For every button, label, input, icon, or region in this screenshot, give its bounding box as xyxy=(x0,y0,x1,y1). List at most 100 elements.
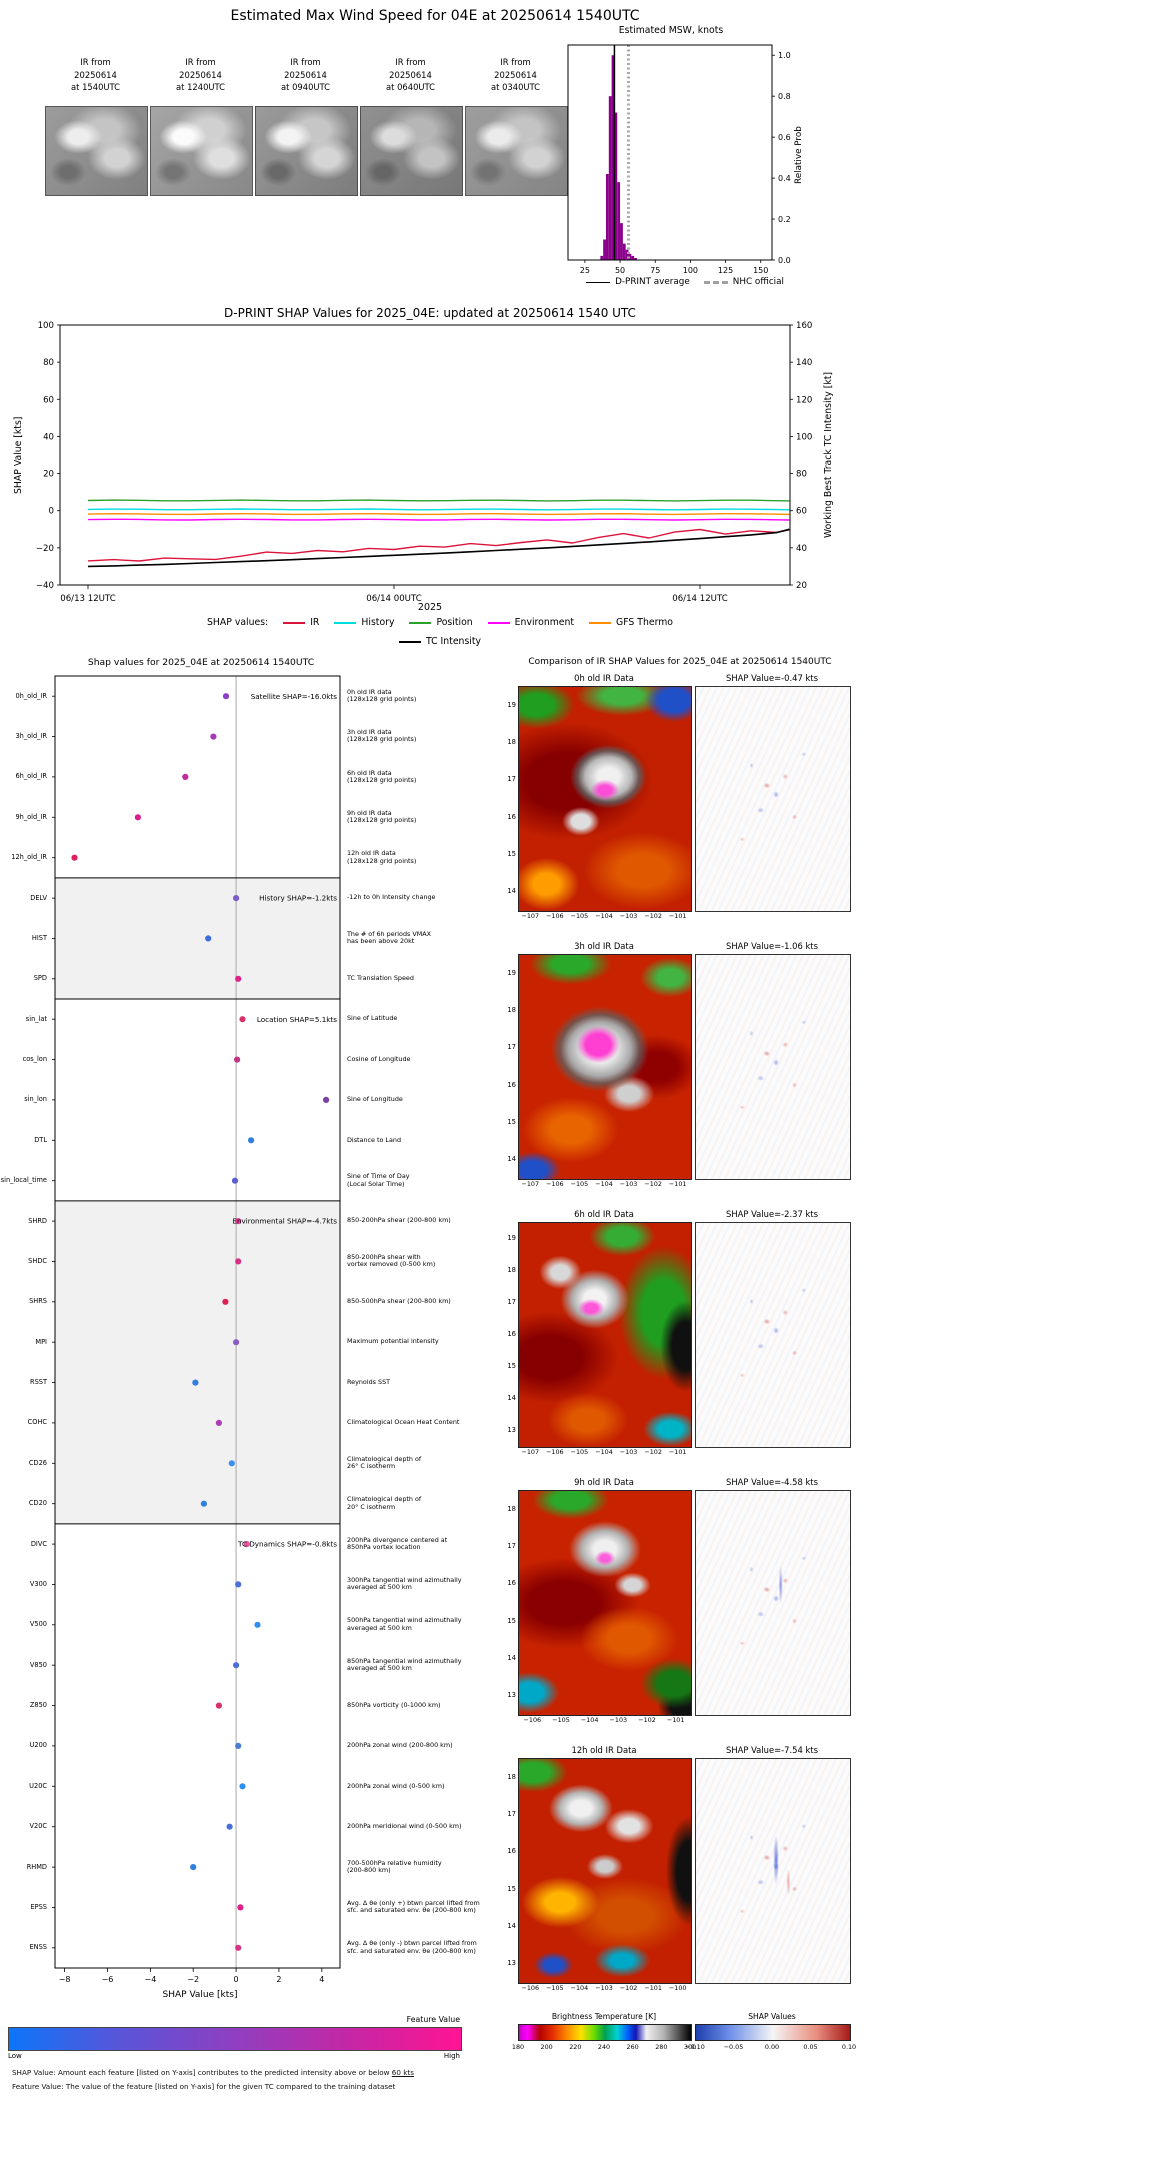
feature-tick-label: 9h_old_IR xyxy=(15,812,47,821)
map-y-tick-label: 15 xyxy=(507,1616,516,1625)
feature-tick-label: RHMD xyxy=(26,1862,47,1871)
footnote-feature-value: Feature Value: The value of the feature … xyxy=(12,2082,396,2091)
shap-map-title: SHAP Value=-2.37 kts xyxy=(726,1209,818,1219)
feature-description: 850-200hPa shear with vortex removed (0-… xyxy=(347,1253,436,1269)
shap-dot-V500 xyxy=(254,1621,261,1628)
y-tick-label: 0.8 xyxy=(778,92,791,101)
x-tick-label: 06/13 12UTC xyxy=(60,594,115,604)
histogram-bar xyxy=(611,55,615,261)
feature-tick-label: COHC xyxy=(27,1418,47,1427)
shap-dot-HIST xyxy=(205,935,212,942)
shap-dot-EPSS xyxy=(237,1904,244,1911)
map-x-tick-label: −103 xyxy=(595,1984,613,1992)
x-tick-label: 06/14 00UTC xyxy=(366,594,421,604)
legend-item-environment: Environment xyxy=(487,617,574,628)
y-tick-label-left: −20 xyxy=(36,544,54,554)
shap-dot-COHC xyxy=(215,1419,222,1426)
map-y-tick-label: 16 xyxy=(507,1080,516,1089)
shap-dot-SHRS xyxy=(222,1298,229,1305)
feature-tick-label: 0h_old_IR xyxy=(15,691,47,700)
y-tick-label-right: 60 xyxy=(796,507,807,517)
map-x-tick-label: −101 xyxy=(668,1448,687,1456)
feature-description: 200hPa zonal wind (0-500 km) xyxy=(347,1781,445,1790)
shap-dot-SPD xyxy=(235,975,242,982)
shap-feature-dotplot: Satellite SHAP=-16.0kts History SHAP=-1.2… xyxy=(52,675,341,1984)
feature-tick-label: 12h_old_IR xyxy=(11,853,47,862)
map-y-tick-label: 17 xyxy=(507,1298,516,1306)
group-label: Environmental SHAP=-4.7kts xyxy=(232,1217,337,1226)
map-x-tick-label: −106 xyxy=(546,912,564,920)
group-label: TC Dynamics SHAP=-0.8kts xyxy=(237,1540,337,1549)
shap-dot-V300 xyxy=(235,1581,242,1588)
y-tick-label-right: 40 xyxy=(796,544,807,554)
legend-series-name: Position xyxy=(436,617,473,628)
dprint-average-legend-item: D-PRINT average xyxy=(586,277,690,287)
shap-dot-6h_old_IR xyxy=(182,773,189,780)
feature-tick-label: Z850 xyxy=(29,1701,47,1710)
ir-thumbnail-strip: IR from 20250614 at 1540UTC IR from 20250… xyxy=(45,56,585,201)
ir-thumbnail-label: IR from 20250614 at 1540UTC xyxy=(71,57,120,92)
y-tick-label-right: 80 xyxy=(796,470,807,480)
feature-tick-label: cos_lon xyxy=(22,1055,47,1064)
feature-tick-label: SHRD xyxy=(28,1216,47,1225)
group-label: Location SHAP=5.1kts xyxy=(257,1015,337,1024)
histogram-ylabel: Relative Prob xyxy=(794,126,804,184)
comparison-title: Comparison of IR SHAP Values for 2025_04… xyxy=(528,657,832,667)
shap-dot-U20C xyxy=(239,1783,246,1790)
map-x-tick-label: −101 xyxy=(668,1180,687,1188)
ir-map xyxy=(518,1222,692,1448)
map-y-tick-label: 15 xyxy=(507,1362,516,1370)
map-y-tick-label: 16 xyxy=(507,1330,516,1338)
shap-dot-sin_local_time xyxy=(231,1177,239,1184)
feature-tick-label: SPD xyxy=(33,974,47,983)
histogram-bar xyxy=(605,174,609,260)
feature-description: 0h old IR data (128x128 grid points) xyxy=(347,687,417,704)
y-tick-label-left: 20 xyxy=(43,470,54,480)
shap-dot-sin_lon xyxy=(323,1096,330,1103)
feature-description: 3h old IR data (128x128 grid points) xyxy=(347,728,417,744)
shap-map xyxy=(695,686,851,912)
feature-description: Climatological Ocean Heat Content xyxy=(347,1418,460,1427)
feature-tick-label: 3h_old_IR xyxy=(15,732,47,741)
shap-map-title: SHAP Value=-1.06 kts xyxy=(726,941,818,951)
feature-description: Sine of Time of Day (Local Solar Time) xyxy=(347,1172,410,1188)
group-shade xyxy=(55,1200,340,1524)
y-tick-label-left: 100 xyxy=(38,321,54,331)
feature-tick-label: V500 xyxy=(29,1620,47,1629)
group-label: Satellite SHAP=-16.0kts xyxy=(251,692,338,701)
timeseries-xlabel: 2025 xyxy=(417,602,443,613)
legend-swatch xyxy=(409,621,432,624)
ir-map-title: 12h old IR Data xyxy=(571,1745,637,1755)
x-tick-label: 125 xyxy=(718,266,733,275)
x-tick-label: −6 xyxy=(102,1975,114,1984)
ir-map-title: 9h old IR Data xyxy=(574,1477,634,1487)
x-tick-label: 4 xyxy=(319,1975,324,1984)
feature-description: 850hPa tangential wind azimuthally avera… xyxy=(347,1656,462,1673)
histogram-legend: D-PRINT average NHC official xyxy=(540,277,830,287)
feature-description: Avg. Δ θe (only -) btwn parcel lifted fr… xyxy=(347,1939,477,1955)
map-x-tick-label: −107 xyxy=(521,1448,540,1456)
x-tick-label: −2 xyxy=(187,1975,199,1984)
shap-cb-tick-label: 0.10 xyxy=(841,2043,857,2051)
nhc-official-swatch xyxy=(703,280,728,284)
map-y-tick-label: 19 xyxy=(507,968,516,977)
map-x-tick-label: −106 xyxy=(546,1448,564,1456)
series-line-history xyxy=(87,508,790,511)
y-tick-label: 0.4 xyxy=(778,174,791,183)
ir-map xyxy=(518,1758,692,1984)
feature-description: 9h old IR data (128x128 grid points) xyxy=(347,808,417,825)
shap-dot-cos_lon xyxy=(234,1056,241,1063)
feature-description: TC Translation Speed xyxy=(347,974,414,983)
legend-item-history: History xyxy=(334,617,394,628)
timeseries-legend-title: SHAP values: xyxy=(207,617,269,628)
shap-dot-CD20 xyxy=(200,1500,207,1507)
legend-swatch xyxy=(487,621,510,624)
map-y-tick-label: 16 xyxy=(507,1847,516,1856)
histogram-bar xyxy=(634,257,637,260)
shap-dot-RSST xyxy=(192,1379,199,1386)
legend-item-tc-intensity: TC Intensity xyxy=(398,636,481,647)
y-tick-label: 0.6 xyxy=(778,133,791,142)
map-y-tick-label: 15 xyxy=(507,850,516,858)
timeseries-title: D-PRINT SHAP Values for 2025_04E: update… xyxy=(224,306,636,320)
